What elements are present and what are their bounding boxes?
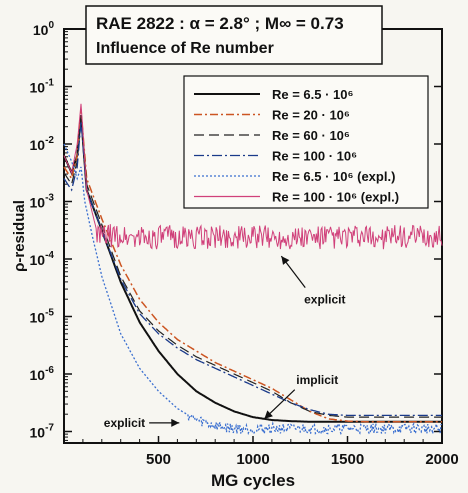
legend-label: Re = 6.5 · 10⁶ — [272, 87, 354, 102]
legend-label: Re = 100 · 10⁶ (expl.) — [272, 190, 399, 205]
tick-labels: 500 1000 1500 2000 100 10-1 10-2 10-3 10-4 10-5 10… — [30, 20, 459, 468]
series-line — [63, 115, 442, 418]
title-box — [85, 5, 383, 65]
series-line — [63, 103, 443, 250]
y-tick-label: 10-2 — [30, 135, 55, 153]
x-tick-label: 1000 — [236, 451, 269, 468]
chart-subtitle: Influence of Re number — [96, 40, 274, 57]
chart-title: RAE 2822 : α = 2.8° ; M∞ = 0.73 — [96, 14, 344, 33]
legend: Re = 6.5 · 10⁶ Re = 20 · 10⁶ Re = 60 · 10⁶… — [183, 75, 429, 209]
series-line — [63, 120, 442, 417]
x-tick-label: 2000 — [425, 451, 458, 468]
y-tick-label: 10-7 — [30, 423, 55, 441]
legend-label: Re = 60 · 10⁶ — [272, 128, 350, 143]
y-tick-label: 100 — [33, 20, 55, 38]
legend-label: Re = 6.5 · 10⁶ (expl.) — [272, 169, 395, 184]
y-axis-label: ρ-residual — [11, 200, 28, 272]
x-tick-label: 1500 — [331, 451, 364, 468]
annotation-arrowhead — [281, 256, 290, 265]
annotation-arrowhead — [171, 418, 180, 427]
legend-label: Re = 20 · 10⁶ — [272, 108, 350, 123]
y-tick-label: 10-6 — [30, 365, 55, 383]
annotation-arrowhead — [264, 410, 273, 419]
series-line — [63, 143, 443, 436]
series-lines — [63, 103, 443, 436]
annotations: explicit implicit explicit — [104, 255, 345, 430]
series-line — [63, 109, 442, 423]
annotation-label: implicit — [296, 373, 338, 387]
annotation-label: explicit — [104, 416, 145, 430]
y-tick-label: 10-5 — [30, 308, 55, 326]
y-tick-label: 10-3 — [30, 193, 55, 211]
y-tick-label: 10-4 — [30, 250, 55, 268]
annotation-label: explicit — [304, 292, 345, 306]
x-axis-label: MG cycles — [211, 471, 295, 490]
legend-label: Re = 100 · 10⁶ — [272, 149, 357, 164]
legend-box — [183, 75, 429, 209]
y-tick-label: 10-1 — [30, 78, 55, 96]
x-tick-label: 500 — [146, 451, 171, 468]
